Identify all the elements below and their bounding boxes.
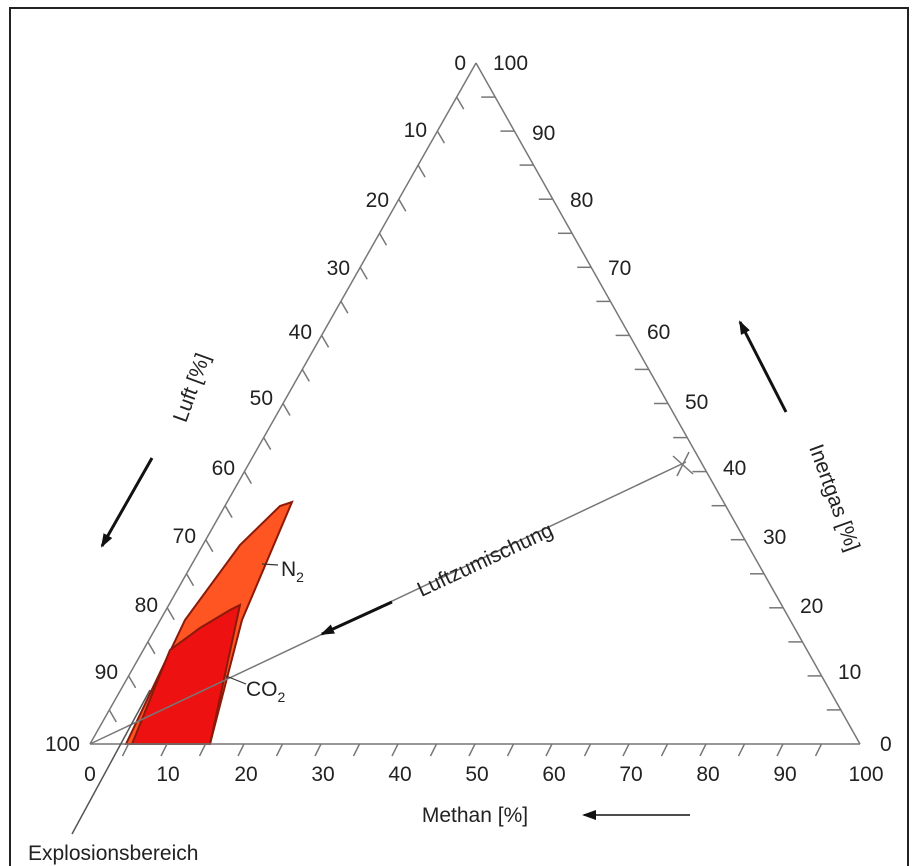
tick-label-left: 30 <box>327 257 350 280</box>
tick-mark <box>224 505 233 518</box>
tick-mark <box>340 300 349 314</box>
tick-label-left: 100 <box>45 733 80 756</box>
tick-mark <box>237 743 245 757</box>
labels-bottom: 0 10 20 30 40 50 60 70 80 90 100 <box>84 763 883 786</box>
label-n2-sub: 2 <box>296 569 304 585</box>
tick-mark <box>282 403 291 416</box>
tick-mark <box>243 471 253 484</box>
tick-label-right: 80 <box>570 189 593 212</box>
tick-label-bottom: 90 <box>773 763 796 786</box>
tick-label-left: 60 <box>212 457 235 480</box>
axis-title-bottom: Methan [%] <box>422 804 528 827</box>
tick-mark <box>320 335 330 348</box>
label-n2-main: N <box>281 558 296 581</box>
tick-label-bottom: 80 <box>696 763 719 786</box>
tick-label-right: 20 <box>800 595 823 618</box>
tick-label-left: 10 <box>404 119 427 142</box>
tick-mark <box>352 743 361 757</box>
labels-left: 100 90 80 70 60 50 40 30 20 10 0 <box>45 52 466 756</box>
axis-title-right: Inertgas [%] <box>804 441 864 554</box>
tick-label-right: 40 <box>723 457 746 480</box>
tick-mark <box>121 743 130 757</box>
tick-label-left: 70 <box>173 525 196 548</box>
tick-label-left: 50 <box>250 387 273 410</box>
tick-mark <box>127 675 137 689</box>
axis-title-left: Luft [%] <box>169 350 215 425</box>
tick-mark <box>545 743 553 757</box>
tick-label-right: 10 <box>838 661 861 684</box>
tick-label-right: 0 <box>880 733 892 756</box>
tick-mark <box>417 164 426 178</box>
leader-explosion-area <box>71 689 151 835</box>
tick-mark <box>198 743 207 757</box>
tick-mark <box>814 743 823 757</box>
ticks-right <box>481 96 841 711</box>
tick-mark <box>275 743 284 757</box>
tick-label-bottom: 70 <box>619 763 642 786</box>
tick-label-bottom: 20 <box>234 763 257 786</box>
tick-label-bottom: 50 <box>465 763 488 786</box>
ticks-left <box>108 96 465 723</box>
tick-mark <box>166 607 175 621</box>
tick-label-right: 60 <box>647 321 670 344</box>
tick-label-right: 100 <box>493 52 528 75</box>
label-co2-sub: 2 <box>278 689 286 705</box>
tick-label-bottom: 10 <box>156 763 179 786</box>
tick-label-right: 30 <box>763 526 786 549</box>
tick-mark <box>301 369 310 382</box>
tick-mark <box>737 743 746 757</box>
leader-co2 <box>225 675 247 685</box>
tick-label-bottom: 60 <box>542 763 565 786</box>
mixing-point-cross-b <box>676 451 690 477</box>
tick-label-left: 90 <box>95 661 118 684</box>
tick-mark <box>506 743 515 757</box>
tick-label-bottom: 30 <box>311 763 334 786</box>
tick-mark <box>205 539 214 553</box>
label-mixing: Luftzumischung <box>414 519 557 602</box>
tick-label-left: 0 <box>454 52 466 75</box>
tick-label-bottom: 100 <box>848 763 883 786</box>
tick-label-left: 40 <box>289 321 312 344</box>
tick-mark <box>429 743 438 757</box>
tick-mark <box>391 743 399 757</box>
label-explosion-area: Explosionsbereich <box>28 842 198 865</box>
tick-label-right: 50 <box>685 391 708 414</box>
tick-mark <box>583 743 592 757</box>
arrow-left-axis <box>100 457 154 548</box>
arrow-mixing <box>320 600 393 636</box>
tick-mark <box>185 573 195 587</box>
tick-mark <box>263 437 272 450</box>
tick-label-left: 20 <box>366 189 389 212</box>
tick-mark <box>314 743 322 757</box>
tick-mark <box>660 743 669 757</box>
tick-mark <box>378 232 388 246</box>
figure-border <box>9 7 909 866</box>
tick-label-left: 80 <box>135 594 158 617</box>
arrow-right-axis <box>738 320 788 413</box>
tick-label-bottom: 0 <box>84 763 96 786</box>
label-co2-main: CO <box>246 678 278 701</box>
tick-mark <box>398 198 407 212</box>
tick-mark <box>108 709 117 723</box>
tick-label-right: 90 <box>532 122 555 145</box>
leader-n2 <box>261 563 279 566</box>
labels-right: 0 10 20 30 40 50 60 70 80 90 100 <box>493 52 892 756</box>
tick-mark <box>468 743 476 757</box>
label-co2: CO2 <box>246 678 286 705</box>
tick-mark <box>147 641 156 655</box>
tick-mark <box>359 266 368 280</box>
ticks-bottom <box>121 743 823 757</box>
tick-mark <box>622 743 630 757</box>
tick-mark <box>699 743 707 757</box>
tick-label-bottom: 40 <box>388 763 411 786</box>
tick-mark <box>436 130 446 144</box>
tick-mark <box>160 743 168 757</box>
tick-mark <box>456 96 465 110</box>
label-n2: N2 <box>281 558 304 585</box>
tick-mark <box>776 743 784 757</box>
tick-label-right: 70 <box>608 257 631 280</box>
